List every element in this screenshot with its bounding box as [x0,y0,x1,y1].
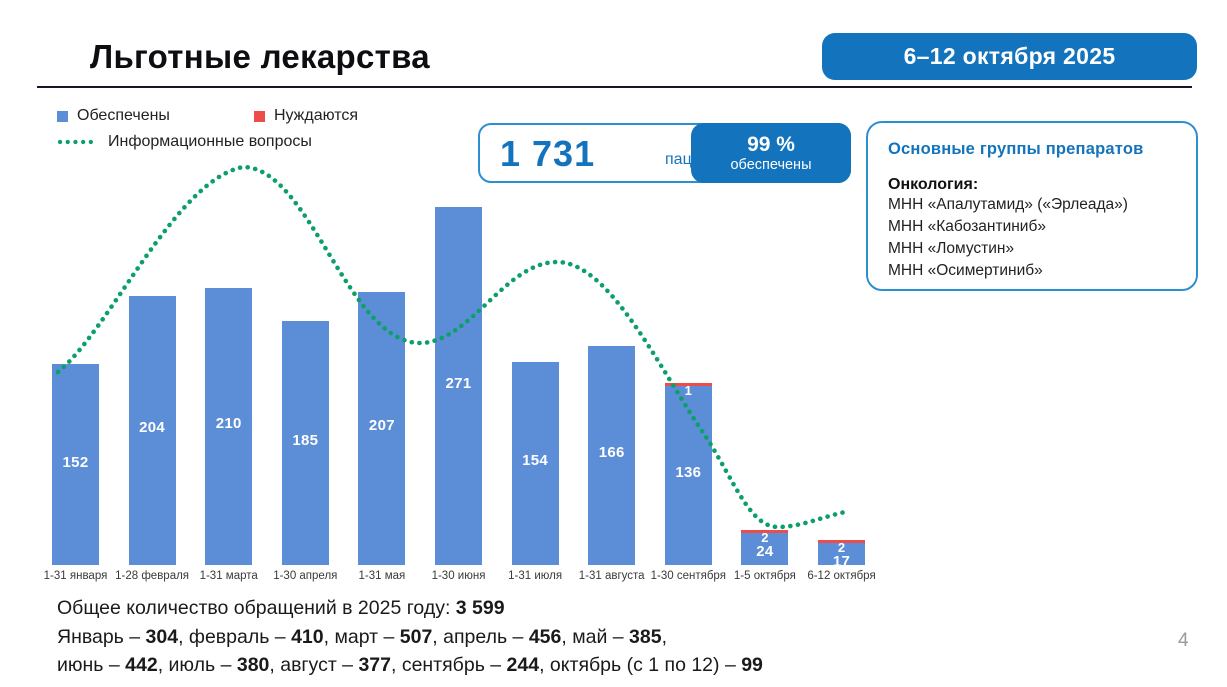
bar-value-label: 17 [832,552,851,570]
bar-column: 185 [281,320,329,565]
bar-value-label: 207 [368,417,395,435]
page-title: Льготные лекарства [90,38,430,75]
x-axis-label: 1-31 мая [358,570,406,582]
drug-items-list: МНН «Апалутамид» («Эрлеада») МНН «Кабозан… [888,194,1176,282]
x-axis-label: 6-12 октября [807,570,876,582]
drug-item: МНН «Кабозантиниб» [888,218,1046,235]
date-badge: 6–12 октября 2025 [822,33,1197,80]
x-axis-label: 1-30 апреля [273,570,338,582]
bar-column: 166 [588,345,636,565]
x-axis-label: 1-28 февраля [115,570,190,582]
bar-value-label: 136 [675,464,702,482]
bar-column: 1 136 [664,382,712,565]
bar-value-label: 271 [445,375,472,393]
provided-percent-value: 99 % [747,132,795,156]
summary-line: Общее количество обращений в 2025 году: … [57,597,505,619]
legend-provided-label: Обеспечены [77,107,170,124]
x-axis-label: 1-31 июля [508,570,563,582]
x-axis-label: 1-31 января [43,570,108,582]
x-axis-label: 1-5 октября [733,570,796,582]
x-axis-label: 1-30 сентября [650,570,726,582]
drug-groups-title: Основные группы препаратов [888,140,1144,158]
bar-column: 2 17 [818,539,865,569]
bar-column: 2 24 [741,530,789,565]
legend-needing-label: Нуждаются [273,107,359,124]
bar-value-label: 154 [522,452,549,470]
x-axis-label: 1-31 марта [199,570,258,582]
bar-column: 154 [511,361,559,565]
bar-needing-label: 2 [761,530,769,546]
drug-item: МНН «Осимертиниб» [888,262,1043,279]
bar-needing-label: 1 [684,382,692,398]
bar-value-label: 152 [62,453,89,471]
bar-needing-cap [818,539,865,543]
bar-column: 210 [205,287,253,565]
bar-column: 204 [128,295,176,565]
bar-value-label: 166 [598,444,625,462]
legend-needing-swatch [253,110,265,122]
drug-group-name: Онкология: [888,176,979,193]
drug-groups-card: Основные группы препаратов Онкология: МН… [866,121,1198,291]
bar-value-label: 204 [139,419,166,437]
chart-legend: Обеспечены Нуждаются Информационные вопр… [57,103,358,155]
legend-provided-swatch [57,110,68,122]
x-axis-label: 1-30 июня [431,570,486,582]
legend-dotted-line-icon [57,139,99,145]
bar-value-label: 210 [215,415,242,433]
bar-needing-label: 2 [837,539,846,555]
bar-column: 152 [52,364,99,565]
summary-text: Общее количество обращений в 2025 году: … [57,594,763,680]
bar-column: 271 [435,207,482,565]
bar-value-label: 185 [292,431,319,449]
summary-line: Январь – 304, февраль – 410, март – 507,… [57,625,667,648]
drug-item: МНН «Апалутамид» («Эрлеада») [888,196,1128,213]
header-divider [37,86,1192,88]
page-number: 4 [1178,630,1189,651]
drug-item: МНН «Ломустин» [888,240,1015,257]
legend-info-label: Информационные вопросы [108,133,312,150]
bar-value-label: 24 [756,543,774,561]
bar-column: 207 [358,291,406,565]
summary-line: июнь – 442, июль – 380, август – 377, се… [57,654,763,677]
bar-needing-cap [741,530,789,534]
x-axis-label: 1-31 августа [578,570,645,582]
